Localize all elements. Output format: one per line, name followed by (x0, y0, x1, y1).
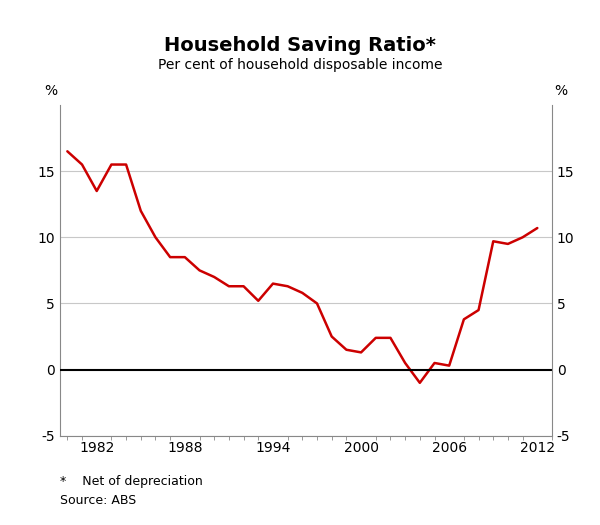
Text: %: % (44, 85, 58, 98)
Text: Per cent of household disposable income: Per cent of household disposable income (158, 58, 442, 72)
Text: %: % (554, 85, 568, 98)
Text: Source: ABS: Source: ABS (60, 494, 136, 507)
Text: Household Saving Ratio*: Household Saving Ratio* (164, 36, 436, 55)
Text: *    Net of depreciation: * Net of depreciation (60, 475, 203, 488)
